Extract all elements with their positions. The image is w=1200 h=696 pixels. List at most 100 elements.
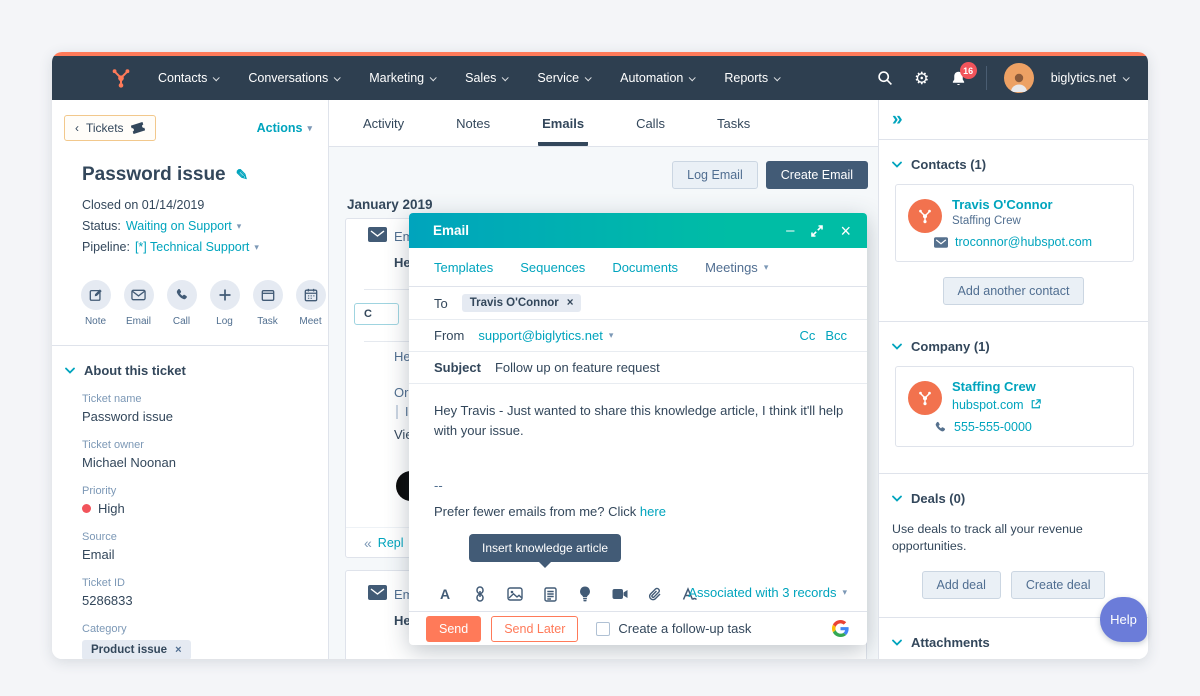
back-to-tickets-button[interactable]: ‹ Tickets bbox=[64, 115, 156, 141]
signature-icon[interactable] bbox=[681, 587, 699, 601]
chevron-down-icon bbox=[213, 73, 221, 81]
nav-item-marketing[interactable]: Marketing bbox=[369, 71, 437, 85]
email-body-editor[interactable]: Hey Travis - Just wanted to share this k… bbox=[409, 384, 867, 538]
tab-calls[interactable]: Calls bbox=[636, 115, 665, 131]
nav-item-reports[interactable]: Reports bbox=[724, 71, 781, 85]
remove-recipient-icon[interactable]: × bbox=[566, 297, 574, 309]
signature-separator: -- bbox=[434, 478, 443, 493]
contacts-section-header[interactable]: Contacts (1) bbox=[879, 140, 1148, 172]
attachments-empty-text: Use attachments to see all files previou… bbox=[879, 658, 1148, 659]
sequences-link[interactable]: Sequences bbox=[520, 259, 586, 275]
caret-down-icon: ▾ bbox=[763, 261, 769, 272]
from-address-dropdown[interactable]: support@biglytics.net ▾ bbox=[478, 328, 614, 343]
create-deal-button[interactable]: Create deal bbox=[1010, 570, 1106, 599]
timeline-tabs: Activity Notes Emails Calls Tasks bbox=[329, 100, 878, 147]
minimize-icon[interactable]: – bbox=[786, 222, 795, 239]
contact-name-link[interactable]: Travis O'Connor bbox=[952, 197, 1053, 212]
call-button[interactable]: Call bbox=[164, 280, 199, 327]
tab-notes[interactable]: Notes bbox=[456, 115, 491, 131]
email-icon bbox=[934, 236, 948, 248]
format-text-icon[interactable]: A bbox=[439, 586, 451, 602]
note-button[interactable]: Note bbox=[78, 280, 113, 327]
email-icon bbox=[131, 289, 146, 301]
expand-icon[interactable] bbox=[811, 224, 824, 237]
associated-records-dropdown[interactable]: Associated with 3 records bbox=[688, 585, 837, 600]
pipeline-dropdown[interactable]: [*] Technical Support bbox=[134, 240, 250, 254]
company-domain-link[interactable]: hubspot.com bbox=[952, 398, 1024, 412]
knowledge-article-icon[interactable] bbox=[576, 586, 594, 602]
nav-item-automation[interactable]: Automation bbox=[620, 71, 697, 85]
company-card[interactable]: Staffing Crew hubspot.com 555-555-0000 bbox=[895, 366, 1134, 447]
tab-emails[interactable]: Emails bbox=[538, 100, 589, 146]
company-phone-link[interactable]: 555-555-0000 bbox=[954, 420, 1032, 434]
task-icon bbox=[261, 289, 274, 301]
caret-down-icon: ▾ bbox=[608, 330, 614, 340]
template-icon[interactable] bbox=[541, 586, 559, 602]
meetings-dropdown[interactable]: Meetings ▾ bbox=[705, 259, 769, 275]
actions-dropdown[interactable]: Actions ▾ bbox=[256, 121, 312, 135]
status-dropdown[interactable]: Waiting on Support bbox=[125, 219, 232, 233]
follow-up-task-checkbox[interactable]: Create a follow-up task bbox=[596, 621, 751, 636]
gear-icon[interactable]: ⚙ bbox=[914, 68, 930, 88]
chevron-down-icon bbox=[502, 73, 510, 81]
hubspot-logo-icon[interactable] bbox=[110, 67, 132, 89]
subject-input[interactable]: Follow up on feature request bbox=[494, 360, 660, 375]
close-icon[interactable]: × bbox=[840, 220, 851, 241]
user-avatar[interactable] bbox=[1003, 63, 1034, 93]
attachment-icon[interactable] bbox=[646, 587, 664, 602]
cc-button[interactable]: Cc bbox=[799, 328, 816, 343]
caret-down-icon: ▾ bbox=[307, 122, 312, 133]
help-button[interactable]: Help bbox=[1100, 597, 1147, 642]
attachments-section-header[interactable]: Attachments bbox=[879, 618, 1148, 650]
company-section-header[interactable]: Company (1) bbox=[879, 322, 1148, 354]
nav-item-sales[interactable]: Sales bbox=[465, 71, 510, 85]
add-another-contact-button[interactable]: Add another contact bbox=[942, 277, 1085, 305]
contact-avatar bbox=[908, 199, 942, 233]
bcc-button[interactable]: Bcc bbox=[825, 328, 847, 343]
caret-down-icon: ▾ bbox=[254, 242, 259, 252]
video-icon[interactable] bbox=[611, 588, 629, 600]
log-button[interactable]: Log bbox=[207, 280, 242, 327]
view-link[interactable]: Vie bbox=[394, 427, 413, 442]
email-button[interactable]: Email bbox=[121, 280, 156, 327]
divider bbox=[52, 345, 328, 346]
about-this-ticket-section[interactable]: About this ticket bbox=[52, 346, 328, 378]
nav-item-contacts[interactable]: Contacts bbox=[158, 71, 221, 85]
task-button[interactable]: Task bbox=[250, 280, 285, 327]
tab-activity[interactable]: Activity bbox=[363, 115, 405, 131]
field-value: Email bbox=[82, 547, 115, 562]
send-later-button[interactable]: Send Later bbox=[491, 615, 579, 642]
chevron-down-icon bbox=[1122, 73, 1130, 81]
remove-tag-icon[interactable]: × bbox=[175, 644, 182, 656]
recipient-chip[interactable]: Travis O'Connor × bbox=[461, 294, 582, 312]
tab-tasks[interactable]: Tasks bbox=[716, 115, 751, 131]
send-button[interactable]: Send bbox=[426, 615, 482, 642]
checkbox-unchecked[interactable] bbox=[596, 621, 611, 636]
nav-item-service[interactable]: Service bbox=[537, 71, 592, 85]
deals-section-header[interactable]: Deals (0) bbox=[879, 474, 1148, 506]
documents-link[interactable]: Documents bbox=[612, 259, 679, 275]
nav-item-conversations[interactable]: Conversations bbox=[248, 71, 341, 85]
templates-link[interactable]: Templates bbox=[434, 259, 494, 275]
company-name-link[interactable]: Staffing Crew bbox=[952, 379, 1036, 394]
compose-header[interactable]: Email – × bbox=[409, 213, 867, 248]
search-icon[interactable] bbox=[875, 68, 895, 88]
add-deal-button[interactable]: Add deal bbox=[921, 570, 1001, 599]
unsubscribe-here-link[interactable]: here bbox=[639, 504, 666, 519]
email-card-chip[interactable]: C bbox=[354, 303, 399, 325]
unsubscribe-line: Prefer fewer emails from me? Click here bbox=[434, 504, 666, 519]
link-icon[interactable] bbox=[471, 586, 489, 602]
edit-pencil-icon[interactable]: ✎ bbox=[235, 167, 249, 184]
chevron-down-icon bbox=[892, 161, 902, 168]
image-icon[interactable] bbox=[506, 587, 524, 601]
log-email-button[interactable]: Log Email bbox=[672, 161, 758, 189]
category-tag[interactable]: Product issue × bbox=[82, 640, 191, 659]
contact-email-link[interactable]: troconnor@hubspot.com bbox=[955, 235, 1093, 249]
notifications-bell-icon[interactable]: 16 bbox=[949, 62, 977, 88]
meet-button[interactable]: Meet bbox=[293, 280, 328, 327]
contact-card[interactable]: Travis O'Connor Staffing Crew troconnor@… bbox=[895, 184, 1134, 262]
account-menu[interactable]: biglytics.net bbox=[1051, 71, 1130, 85]
create-email-button[interactable]: Create Email bbox=[765, 161, 868, 189]
collapse-panel-icon[interactable]: » bbox=[892, 109, 903, 130]
chevron-left-icon: ‹ bbox=[75, 121, 79, 135]
